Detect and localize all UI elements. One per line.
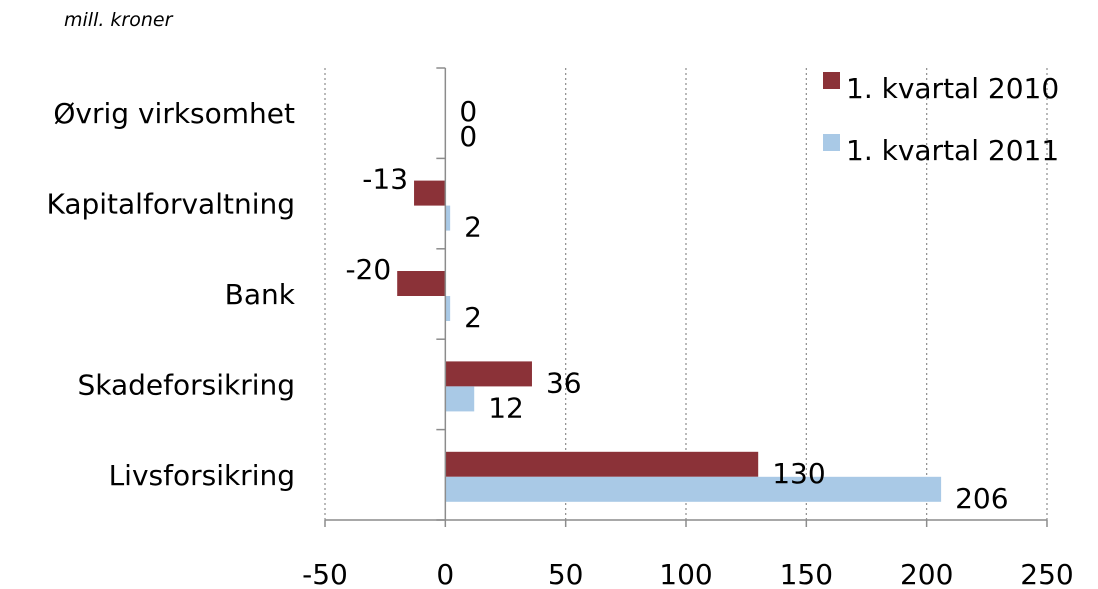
legend: 1. kvartal 2010 1. kvartal 2011 xyxy=(823,72,1059,167)
category-label: Livsforsikring xyxy=(109,459,295,492)
bar xyxy=(397,271,446,296)
x-tick-label: 200 xyxy=(900,558,953,589)
category-label: Bank xyxy=(225,278,296,311)
data-label: 36 xyxy=(546,366,582,399)
x-tick-label: 250 xyxy=(1020,558,1073,589)
data-label: -20 xyxy=(345,253,391,286)
x-tick-label: 150 xyxy=(780,558,833,589)
x-tick-label: -50 xyxy=(302,558,348,589)
legend-label: 1. kvartal 2010 xyxy=(846,72,1059,105)
bar xyxy=(445,361,532,387)
bar xyxy=(445,296,451,321)
data-label: 130 xyxy=(772,457,825,490)
data-label: 0 xyxy=(459,120,477,153)
bar xyxy=(445,386,475,412)
legend-swatch xyxy=(823,134,840,151)
data-label: 12 xyxy=(488,391,524,424)
x-tick-label: 100 xyxy=(659,558,712,589)
x-tick-label: 50 xyxy=(548,558,584,589)
x-tick-label: 0 xyxy=(436,558,454,589)
legend-label: 1. kvartal 2011 xyxy=(846,134,1059,167)
data-label: 2 xyxy=(464,301,482,334)
data-label: 0 xyxy=(459,95,477,128)
data-label: 206 xyxy=(955,482,1008,515)
bars xyxy=(397,180,942,502)
bar xyxy=(445,451,759,477)
data-label: 2 xyxy=(464,211,482,244)
data-label: -13 xyxy=(362,163,408,196)
axes xyxy=(324,67,1048,527)
bar xyxy=(445,205,451,231)
category-label: Kapitalforvaltning xyxy=(46,188,295,221)
legend-swatch xyxy=(823,72,840,89)
category-label: Øvrig virksomhet xyxy=(53,97,295,130)
bar xyxy=(445,476,942,502)
unit-label: mill. kroner xyxy=(64,9,174,31)
gridlines xyxy=(324,68,1048,520)
bar xyxy=(414,180,446,206)
category-label: Skadeforsikring xyxy=(77,368,295,401)
